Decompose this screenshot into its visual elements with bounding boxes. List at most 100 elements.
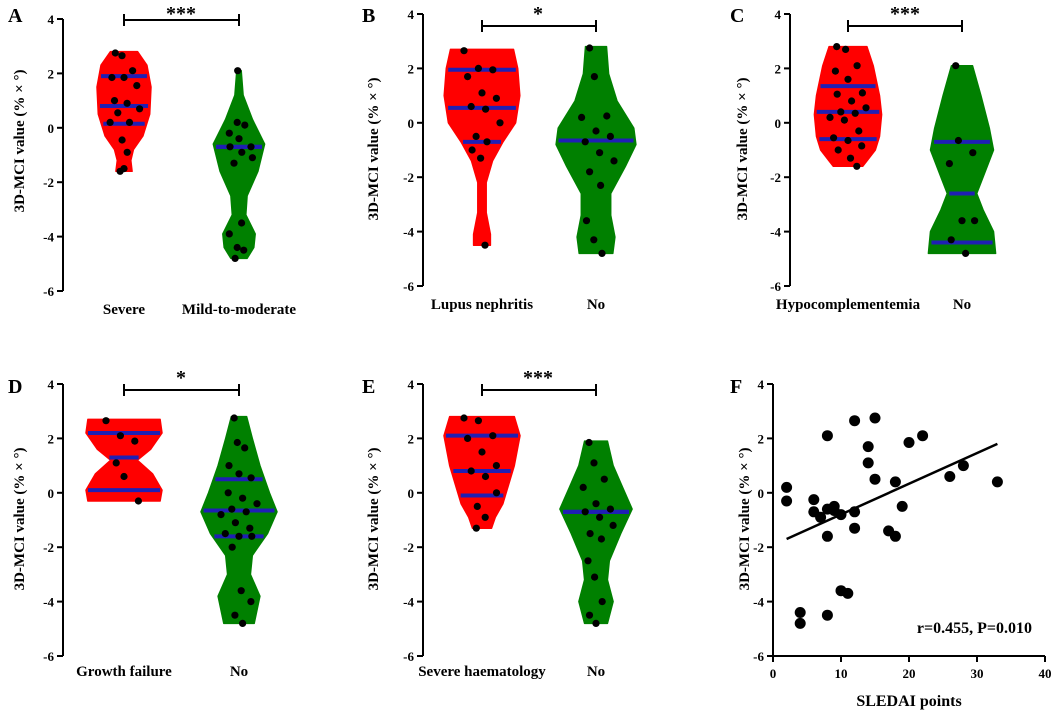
data-point <box>114 109 122 117</box>
data-point <box>962 249 970 257</box>
data-point <box>842 587 854 599</box>
data-point <box>858 142 866 150</box>
panel-letter: A <box>8 5 23 27</box>
data-point <box>590 73 599 81</box>
data-point <box>842 45 850 54</box>
data-point <box>947 236 955 244</box>
y-tick-label: -4 <box>43 230 54 245</box>
y-tick-label: 4 <box>408 7 415 22</box>
panel-a: A 3D-MCI value (% × °) Severe Mild-to-mo… <box>8 3 296 318</box>
y-tick-label: -4 <box>43 595 54 610</box>
data-point <box>834 146 842 154</box>
data-point <box>606 132 615 140</box>
x-category-label: No <box>230 664 248 680</box>
data-point <box>862 457 874 469</box>
x-category-label: Mild-to-moderate <box>182 302 296 318</box>
x-category-label: Severe <box>103 302 146 318</box>
significance-bracket <box>481 384 597 396</box>
violin-body <box>443 48 521 246</box>
data-point <box>225 129 233 137</box>
y-tick-label: -4 <box>403 225 414 240</box>
data-point <box>794 607 806 618</box>
data-point <box>826 113 834 121</box>
y-tick-label: 4 <box>775 7 782 22</box>
data-point <box>585 611 594 619</box>
regression-line <box>786 442 998 541</box>
panel-letter: D <box>8 376 22 398</box>
data-point <box>835 509 847 521</box>
x-tick-label: 0 <box>770 666 777 681</box>
data-point <box>598 249 606 257</box>
data-point <box>585 438 593 447</box>
y-tick-label: 4 <box>408 377 415 392</box>
data-point <box>224 489 232 497</box>
data-point <box>111 49 119 57</box>
data-point <box>858 89 867 97</box>
data-point <box>598 598 606 606</box>
data-point <box>821 530 833 542</box>
data-point <box>596 149 604 157</box>
violin-body <box>200 415 278 625</box>
x-category-label: Hypocomplementemia <box>776 297 921 313</box>
data-point <box>833 90 841 98</box>
y-tick-label: -6 <box>43 284 54 299</box>
data-point <box>110 97 119 105</box>
data-point <box>969 149 977 157</box>
y-tick-label: 0 <box>775 116 782 131</box>
x-category-label: No <box>587 297 605 313</box>
data-point <box>957 460 969 472</box>
y-tick-label: -2 <box>403 170 414 185</box>
data-point <box>492 462 500 470</box>
data-point <box>849 506 861 518</box>
data-point <box>592 500 600 508</box>
y-tick-label: 2 <box>48 431 55 446</box>
data-point <box>596 513 604 521</box>
data-point <box>830 134 838 142</box>
data-point <box>869 473 881 485</box>
x-axis-label: SLEDAI points <box>856 693 961 710</box>
data-point <box>467 467 475 475</box>
data-point <box>246 524 254 532</box>
data-point <box>821 430 833 442</box>
y-tick-label: -4 <box>770 225 781 240</box>
significance-bracket <box>123 384 240 396</box>
data-point <box>489 66 497 74</box>
y-tick-label: 2 <box>758 431 765 446</box>
data-point <box>230 159 238 167</box>
data-point <box>840 116 849 124</box>
y-axis-label: 3D-MCI value (% × °) <box>735 78 751 221</box>
data-point <box>125 118 134 126</box>
y-tick-label: -2 <box>43 540 54 555</box>
data-point <box>241 444 249 452</box>
data-point <box>131 437 139 445</box>
data-point <box>129 67 137 75</box>
data-point <box>496 119 504 127</box>
data-point <box>472 524 480 532</box>
significance-bracket <box>481 20 597 32</box>
data-point <box>238 219 246 227</box>
data-point <box>235 135 243 143</box>
data-point <box>217 510 225 519</box>
y-tick-label: -4 <box>403 595 414 610</box>
data-point <box>597 181 605 189</box>
y-axis-label: 3D-MCI value (% × °) <box>12 448 28 591</box>
data-point <box>889 476 901 488</box>
data-point <box>123 148 131 156</box>
data-point <box>889 530 901 542</box>
violin-body <box>96 50 152 173</box>
data-point <box>590 459 598 467</box>
panel-letter: F <box>730 376 742 398</box>
y-tick-label: -6 <box>43 649 54 664</box>
y-tick-label: 0 <box>758 486 765 501</box>
violin-body <box>85 418 163 502</box>
data-point <box>781 481 793 493</box>
data-point <box>958 217 966 225</box>
data-point <box>460 414 468 422</box>
data-point <box>239 619 247 628</box>
data-point <box>123 99 131 107</box>
data-point <box>478 448 486 456</box>
data-point <box>833 43 841 51</box>
data-point <box>483 138 491 146</box>
data-point <box>474 64 482 72</box>
data-point <box>248 532 256 540</box>
